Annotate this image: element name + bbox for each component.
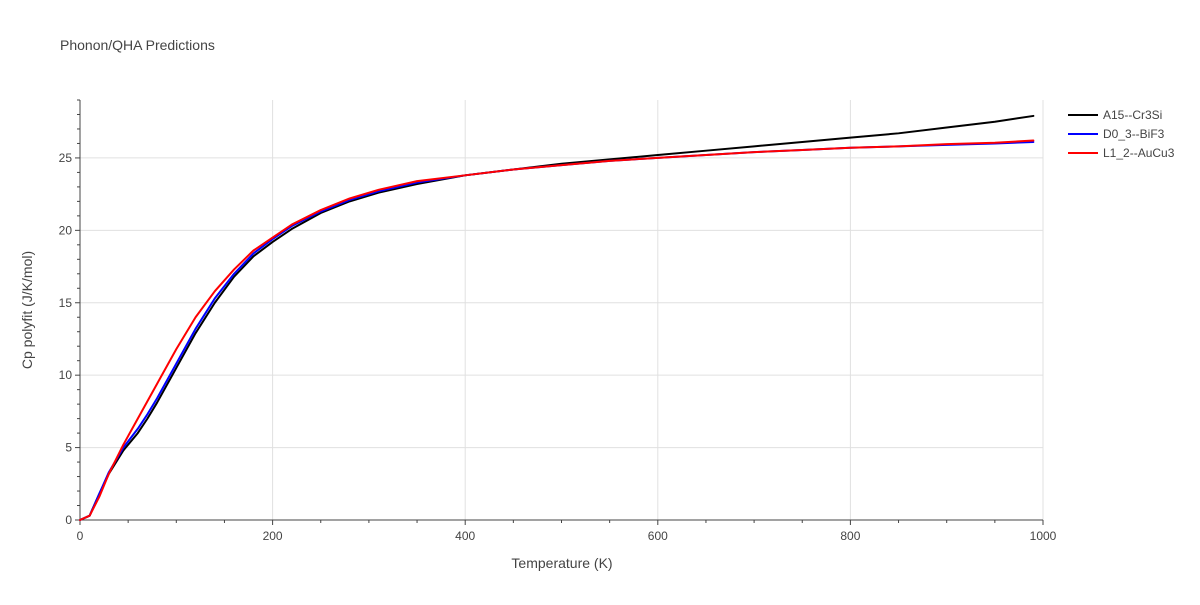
axes-layer: 0 200 400 600 800 1000 0 5 10 15 20 25 — [59, 99, 1057, 543]
chart-title: Phonon/QHA Predictions — [60, 37, 215, 53]
y-tick-label: 25 — [59, 151, 73, 165]
y-tick-label: 15 — [59, 296, 73, 310]
series-line-1[interactable] — [79, 114, 1035, 521]
legend-label[interactable]: D0_3--BiF3 — [1103, 127, 1165, 141]
legend[interactable]: A15--Cr3Si D0_3--BiF3 L1_2--AuCu3 — [1068, 108, 1175, 160]
x-tick-label: 400 — [455, 529, 475, 543]
y-tick-label: 20 — [59, 223, 73, 237]
y-tick-label: 0 — [65, 513, 72, 527]
x-tick-label: 0 — [77, 529, 84, 543]
x-tick-label: 600 — [648, 529, 668, 543]
y-tick-label: 10 — [59, 368, 73, 382]
legend-label[interactable]: A15--Cr3Si — [1103, 108, 1162, 122]
x-axis-label: Temperature (K) — [511, 555, 612, 571]
y-tick-label: 5 — [65, 441, 72, 455]
y-axis-label: Cp polyfit (J/K/mol) — [19, 251, 35, 369]
legend-label[interactable]: L1_2--AuCu3 — [1103, 146, 1175, 160]
series-layer[interactable] — [79, 114, 1035, 521]
grid-layer — [80, 100, 1044, 520]
x-tick-label: 800 — [840, 529, 860, 543]
x-tick-label: 200 — [263, 529, 283, 543]
series-line-3[interactable] — [79, 139, 1035, 521]
x-tick-label: 1000 — [1030, 529, 1057, 543]
